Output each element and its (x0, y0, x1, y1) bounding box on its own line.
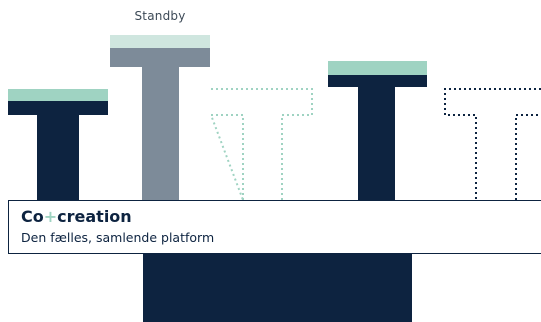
pillar-1 (8, 89, 108, 201)
pillar-2-stem (142, 67, 179, 201)
pillar-3-outline (209, 88, 313, 201)
platform-subtitle: Den fælles, samlende platform (21, 230, 215, 245)
platform-banner (8, 200, 541, 254)
platform-title: Co+creation (21, 207, 132, 226)
pillar-4-crossbar (328, 75, 427, 87)
pillar-4-stem (358, 87, 395, 201)
pillar-2-crossbar (110, 48, 210, 67)
standby-label: Standby (134, 9, 186, 23)
pillar-5-dotted (444, 88, 541, 200)
pillar-4 (328, 61, 427, 201)
title-part-creation: creation (57, 207, 132, 226)
pillar-1-crossbar (8, 101, 108, 115)
pillar-1-cap (8, 89, 108, 101)
pillar-4-cap (328, 61, 427, 75)
pillar-3-dotted (209, 88, 313, 201)
pillar-2-standby (110, 35, 210, 201)
plus-icon: + (43, 207, 58, 226)
foundation-block (143, 254, 412, 322)
pillar-1-stem (37, 115, 79, 201)
title-part-co: Co (21, 207, 44, 226)
pillar-5-outline (444, 88, 541, 200)
pillar-2-cap (110, 35, 210, 48)
